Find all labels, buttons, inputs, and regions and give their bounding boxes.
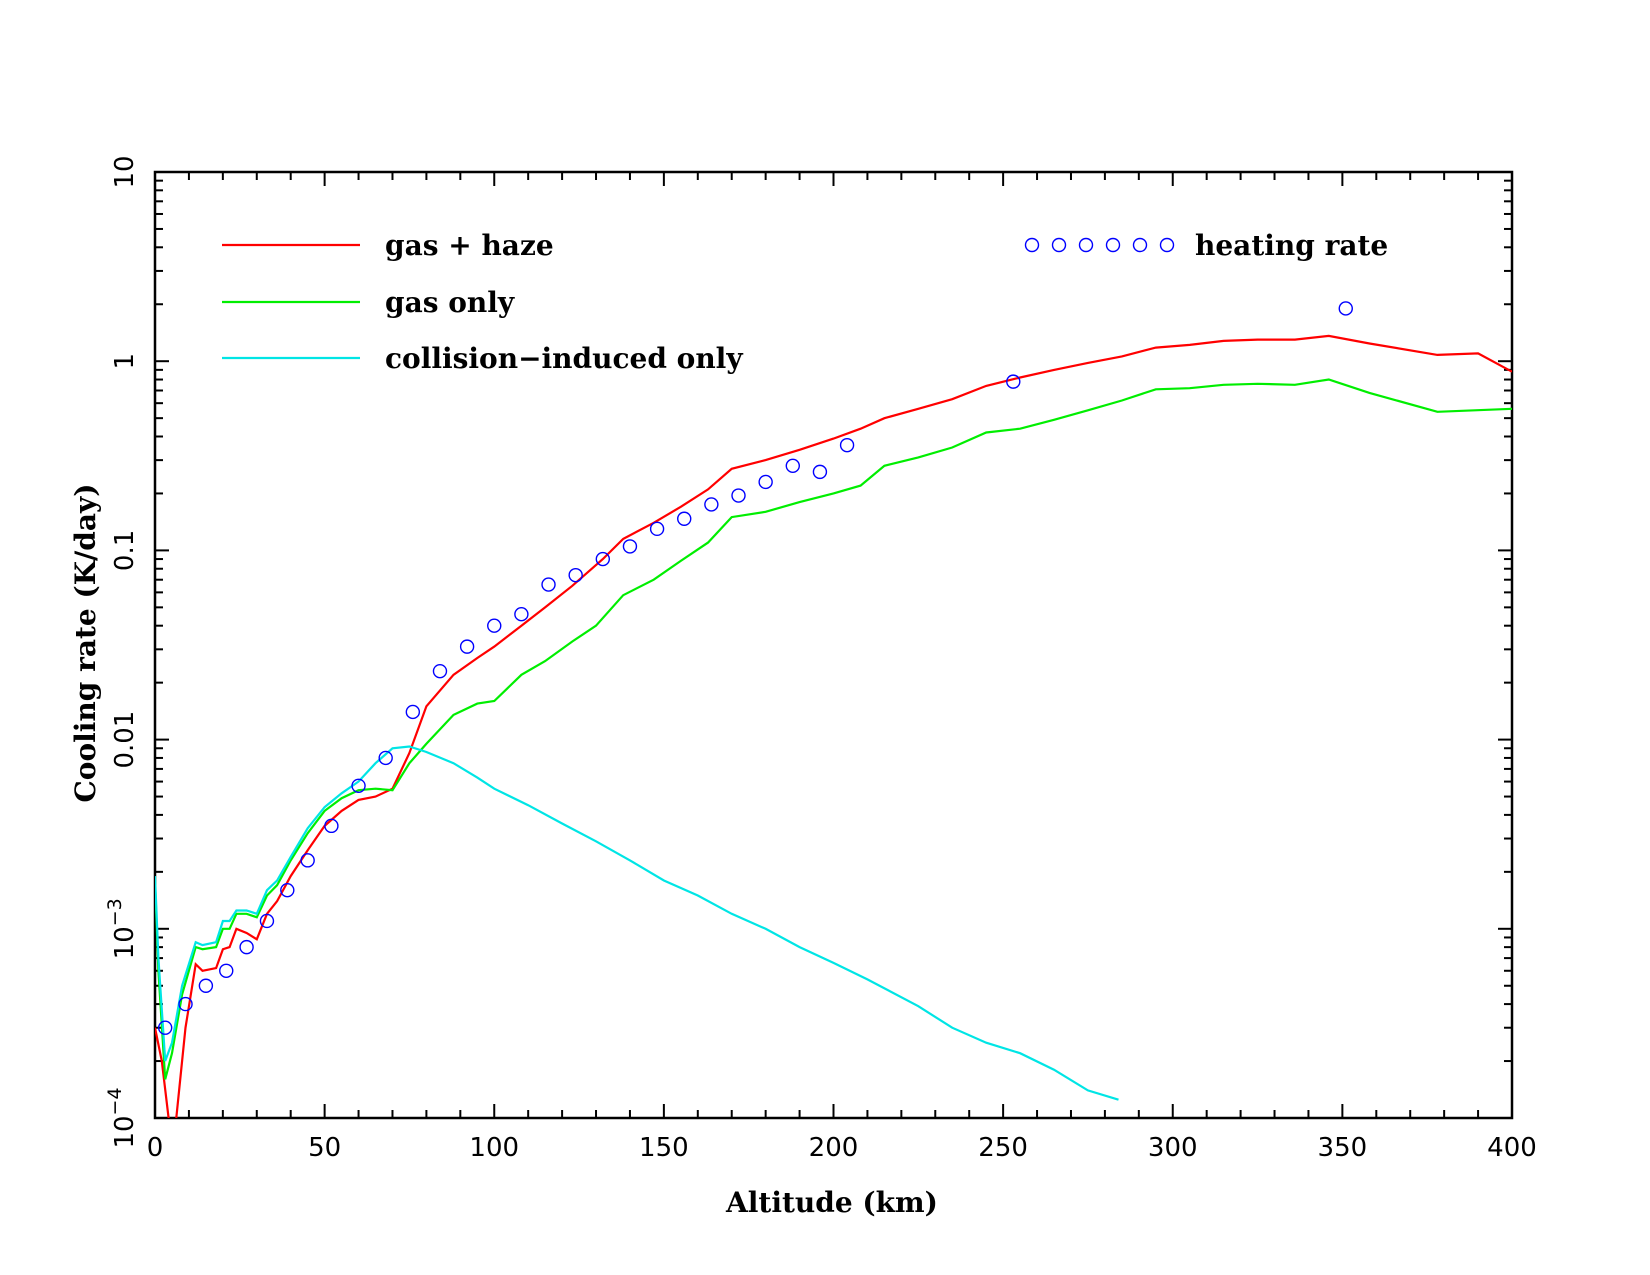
plot-frame <box>153 170 1514 1120</box>
heating-rate-point <box>280 882 295 898</box>
x-tick-label: 300 <box>1148 1133 1198 1163</box>
x-tick-label: 350 <box>1318 1133 1368 1163</box>
heating-rate-point <box>378 750 393 766</box>
series-line-3 <box>155 745 1119 1101</box>
y-tick-label: 1 <box>110 353 140 370</box>
x-tick-label: 0 <box>147 1133 164 1163</box>
heating-rate-point <box>300 853 315 868</box>
y-tick-label: 10−3 <box>104 898 140 959</box>
heating-rate-point <box>178 996 193 1012</box>
x-tick-label: 400 <box>1487 1133 1537 1163</box>
y-tick-label: 0.01 <box>110 711 140 769</box>
y-axis-title: Cooling rate (K/day) <box>69 483 102 802</box>
heating-rate-point <box>157 1020 173 1035</box>
heating-rate-point <box>758 474 773 490</box>
heating-rate-point <box>487 618 502 633</box>
x-tick-label: 50 <box>308 1133 341 1163</box>
heating-rate-point <box>649 521 665 537</box>
heating-rate-point <box>1338 301 1353 316</box>
heating-rate-point <box>541 577 556 592</box>
heating-rate-point <box>259 913 275 929</box>
legend-marker <box>1105 237 1121 253</box>
series-line-1 <box>155 334 1512 1118</box>
heating-rate-point <box>731 488 746 503</box>
heating-rate-point <box>568 567 583 583</box>
series-line-2 <box>155 378 1512 1080</box>
legend-marker <box>1132 237 1148 253</box>
heating-rate-point <box>219 963 234 978</box>
y-tick-label: 10 <box>110 155 140 188</box>
heating-rate-point <box>677 511 692 526</box>
heating-rate-point <box>239 939 254 955</box>
legend-marker <box>1024 237 1040 253</box>
legend-label-1: gas + haze <box>385 229 554 262</box>
heating-rate-point <box>704 497 719 512</box>
x-axis-title: Altitude (km) <box>725 1186 938 1219</box>
heating-rate-point <box>595 551 611 567</box>
axis-ticks <box>154 171 1513 1119</box>
heating-rate-point <box>1006 374 1021 389</box>
x-tick-label: 250 <box>978 1133 1028 1163</box>
tick-labels: 0 50 100 150 200 250 300 350 400 10 1 0.1 0.01 10−3 10… <box>104 155 1537 1163</box>
heating-rate-point <box>514 607 529 622</box>
heating-rate-point <box>432 663 448 679</box>
legend-marker <box>1159 237 1175 253</box>
heating-rate-point <box>198 978 214 993</box>
heating-rate-point <box>812 464 828 480</box>
legend-label-3: collision−induced only <box>385 342 743 375</box>
plot-border <box>153 170 1514 1120</box>
legend-marker <box>1051 237 1067 253</box>
x-tick-label: 200 <box>809 1133 859 1163</box>
heating-rate-points <box>157 301 1353 1035</box>
x-tick-label: 100 <box>469 1133 519 1163</box>
heating-rate-point <box>405 704 421 720</box>
heating-rate-point <box>351 778 366 793</box>
legend: gas + haze gas only collision−induced only… <box>222 229 1388 375</box>
legend-marker <box>1078 237 1094 253</box>
heating-rate-point <box>622 539 638 554</box>
legend-label-2: gas only <box>385 286 515 319</box>
heating-rate-point <box>459 639 475 654</box>
heating-rate-point <box>785 458 800 473</box>
y-tick-label: 10−4 <box>104 1087 140 1148</box>
heating-rate-point <box>839 437 855 453</box>
y-tick-label: 0.1 <box>110 530 140 571</box>
x-tick-label: 150 <box>639 1133 689 1163</box>
legend-label-heating-rate: heating rate <box>1195 229 1388 262</box>
heating-rate-point <box>324 818 339 834</box>
series-layer <box>155 301 1512 1118</box>
